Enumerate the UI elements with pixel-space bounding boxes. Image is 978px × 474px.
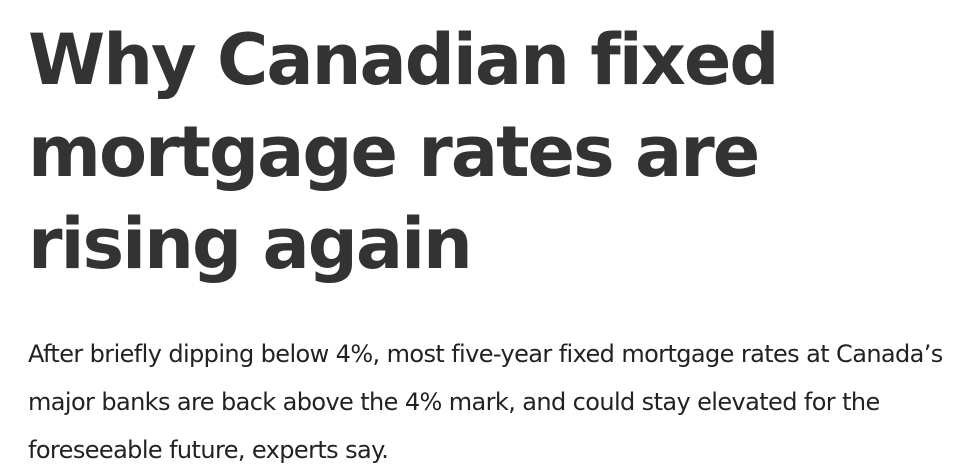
headline: Why Canadian fixed mortgage rates are ri… <box>28 19 779 285</box>
summary: After briefly dipping below 4%, most fiv… <box>28 340 943 464</box>
